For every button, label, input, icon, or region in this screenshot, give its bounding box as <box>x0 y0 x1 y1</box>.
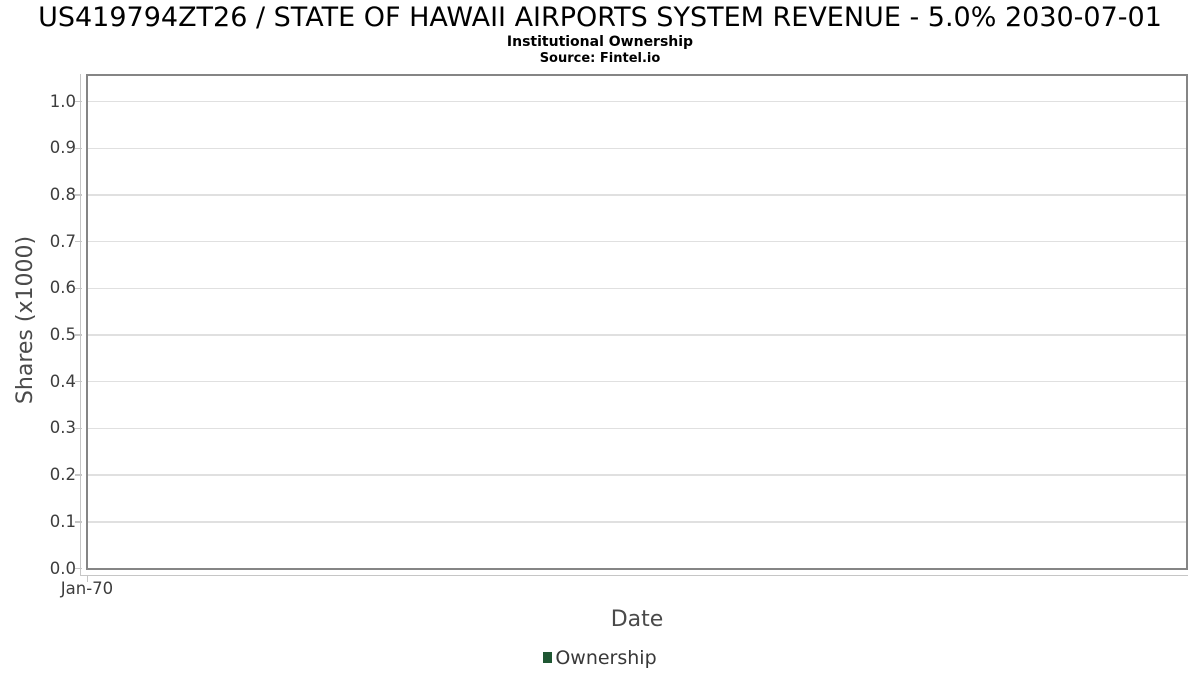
gridline <box>88 334 1186 336</box>
x-axis-tick <box>86 576 88 582</box>
y-axis-tick <box>75 147 82 150</box>
legend-swatch-ownership <box>543 651 553 663</box>
legend-item-ownership[interactable]: Ownership <box>543 647 657 669</box>
y-axis-tick <box>75 240 82 243</box>
y-axis-tick <box>75 334 82 336</box>
y-tick-label: 0.6 <box>49 278 76 298</box>
y-axis-tick <box>75 380 82 383</box>
gridline <box>88 287 1186 290</box>
y-tick-label: 0.4 <box>49 371 76 391</box>
gridline <box>88 147 1186 150</box>
chart-title: US419794ZT26 / STATE OF HAWAII AIRPORTS … <box>38 2 1162 33</box>
x-tick-label: Jan-70 <box>60 579 114 598</box>
x-axis-line <box>79 574 1188 576</box>
gridline <box>88 474 1186 476</box>
y-axis-tick <box>75 474 82 476</box>
gridline <box>88 380 1186 383</box>
y-tick-label: 0.2 <box>49 465 76 485</box>
legend-label-ownership: Ownership <box>555 647 657 669</box>
y-tick-label: 0.9 <box>49 138 76 158</box>
y-tick-label: 0.8 <box>49 184 76 204</box>
y-tick-label: 0.0 <box>49 558 76 578</box>
y-tick-label: 0.5 <box>49 325 76 345</box>
y-tick-label: 0.3 <box>49 418 76 438</box>
y-tick-label: 1.0 <box>49 91 76 111</box>
y-tick-label: 0.1 <box>49 511 76 531</box>
gridline <box>88 240 1186 243</box>
plot-area <box>86 74 1188 570</box>
chart-source: Source: Fintel.io <box>539 51 661 66</box>
y-axis-line <box>79 74 81 575</box>
y-axis-tick <box>75 521 82 523</box>
gridline <box>88 427 1186 430</box>
y-axis-tick <box>75 287 82 290</box>
y-tick-label: 0.7 <box>49 231 76 251</box>
y-axis-tick <box>75 567 82 570</box>
y-axis-tick <box>75 194 82 196</box>
gridline <box>88 100 1186 103</box>
gridline <box>88 194 1186 196</box>
y-axis-tick <box>75 100 82 103</box>
legend: Ownership <box>0 645 1200 671</box>
chart-subtitle: Institutional Ownership <box>506 34 694 50</box>
gridline <box>88 521 1186 523</box>
x-axis-title: Date <box>610 607 664 632</box>
y-axis-tick <box>75 427 82 430</box>
